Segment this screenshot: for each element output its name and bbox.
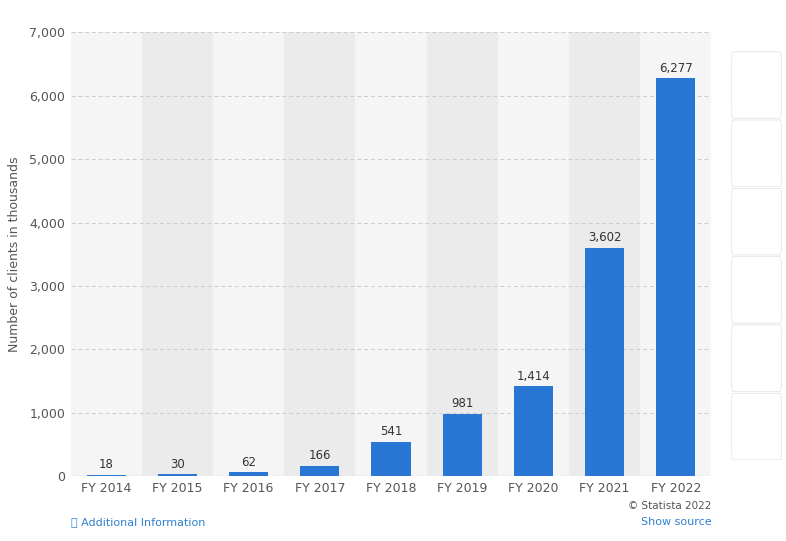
Text: ⓘ Additional Information: ⓘ Additional Information: [71, 518, 205, 527]
Text: 166: 166: [309, 449, 331, 462]
FancyBboxPatch shape: [732, 393, 781, 460]
Text: 30: 30: [170, 458, 185, 471]
Bar: [285, 32, 355, 476]
Bar: [585, 248, 624, 476]
Text: 3,602: 3,602: [588, 232, 621, 245]
Bar: [71, 32, 142, 476]
Bar: [498, 32, 569, 476]
Text: 1,414: 1,414: [516, 370, 550, 383]
FancyBboxPatch shape: [732, 325, 781, 392]
Text: 18: 18: [99, 458, 114, 471]
FancyBboxPatch shape: [732, 120, 781, 187]
Bar: [300, 466, 340, 476]
FancyBboxPatch shape: [732, 52, 781, 118]
Bar: [569, 32, 640, 476]
Y-axis label: Number of clients in thousands: Number of clients in thousands: [8, 156, 21, 352]
Bar: [229, 472, 268, 476]
Bar: [355, 32, 427, 476]
Bar: [372, 442, 410, 476]
Text: Show source: Show source: [641, 518, 711, 527]
Bar: [640, 32, 711, 476]
FancyBboxPatch shape: [732, 188, 781, 255]
Bar: [427, 32, 498, 476]
Bar: [514, 386, 553, 476]
Text: 62: 62: [241, 456, 256, 469]
Bar: [86, 475, 126, 476]
Bar: [158, 474, 197, 476]
Bar: [213, 32, 285, 476]
Text: © Statista 2022: © Statista 2022: [628, 502, 711, 511]
Text: 981: 981: [451, 398, 473, 411]
Text: 541: 541: [380, 425, 402, 438]
FancyBboxPatch shape: [732, 256, 781, 323]
Bar: [142, 32, 213, 476]
Bar: [656, 78, 696, 476]
Text: 6,277: 6,277: [659, 62, 692, 75]
Bar: [443, 414, 482, 476]
